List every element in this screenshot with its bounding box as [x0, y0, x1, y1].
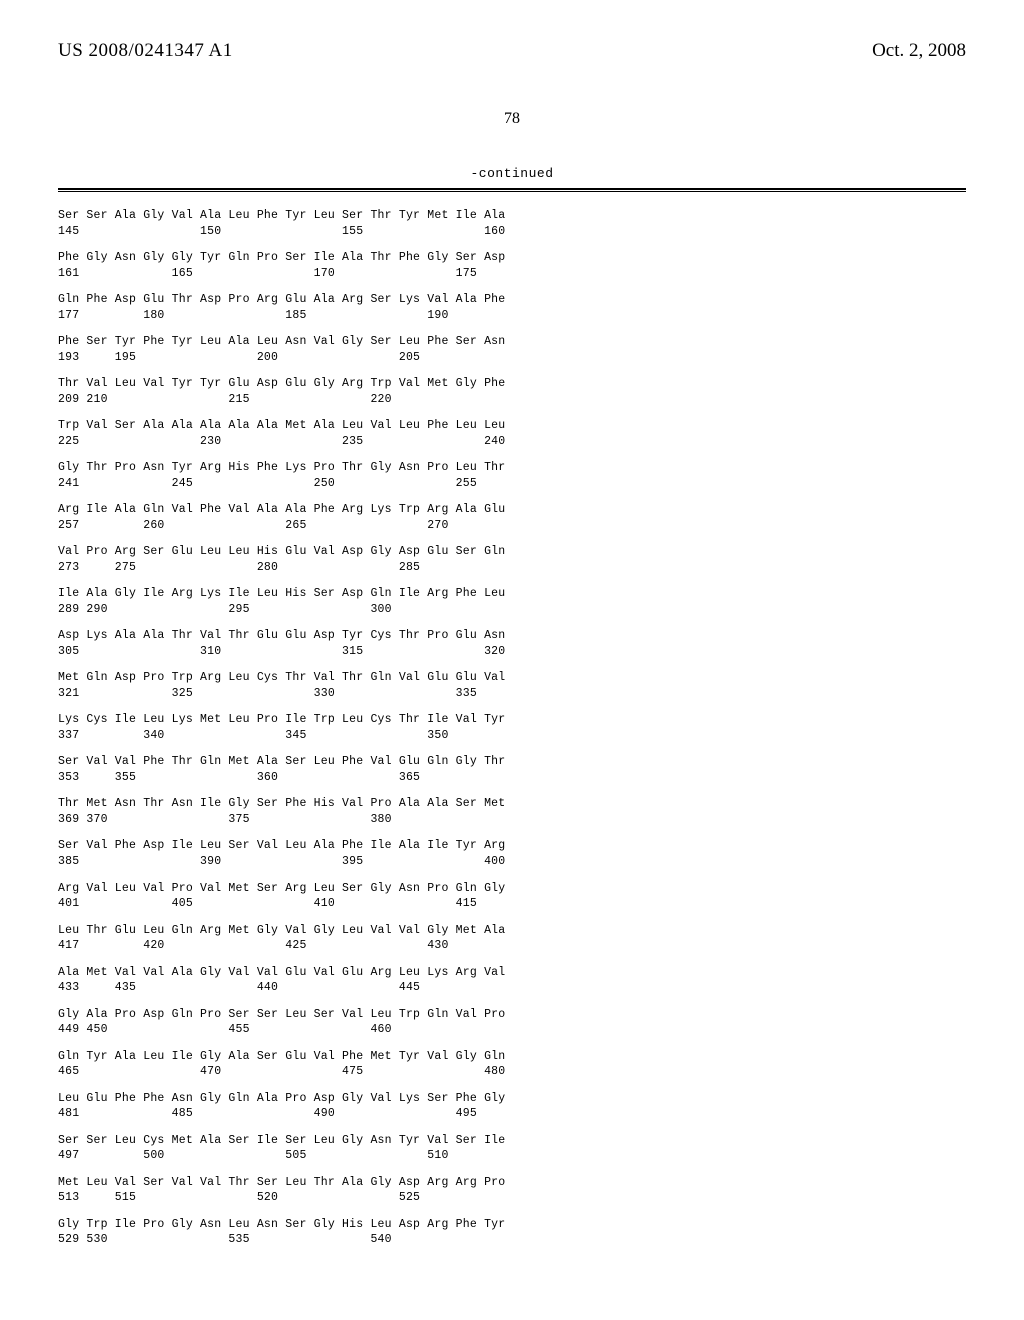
sequence-listing: Ser Ser Ala Gly Val Ala Leu Phe Tyr Leu …	[58, 208, 966, 1248]
sequence-row: Thr Val Leu Val Tyr Tyr Glu Asp Glu Gly …	[58, 376, 966, 407]
sequence-row: Leu Thr Glu Leu Gln Arg Met Gly Val Gly …	[58, 923, 966, 954]
sequence-row: Gln Phe Asp Glu Thr Asp Pro Arg Glu Ala …	[58, 292, 966, 323]
sequence-row: Val Pro Arg Ser Glu Leu Leu His Glu Val …	[58, 544, 966, 575]
sequence-row: Ala Met Val Val Ala Gly Val Val Glu Val …	[58, 965, 966, 996]
divider-top	[58, 188, 966, 190]
page-number: 78	[58, 110, 966, 128]
sequence-row: Phe Ser Tyr Phe Tyr Leu Ala Leu Asn Val …	[58, 334, 966, 365]
sequence-row: Thr Met Asn Thr Asn Ile Gly Ser Phe His …	[58, 796, 966, 827]
sequence-row: Ser Val Val Phe Thr Gln Met Ala Ser Leu …	[58, 754, 966, 785]
sequence-row: Phe Gly Asn Gly Gly Tyr Gln Pro Ser Ile …	[58, 250, 966, 281]
sequence-row: Ser Val Phe Asp Ile Leu Ser Val Leu Ala …	[58, 838, 966, 869]
sequence-row: Leu Glu Phe Phe Asn Gly Gln Ala Pro Asp …	[58, 1091, 966, 1122]
divider-bottom	[58, 191, 966, 192]
sequence-row: Asp Lys Ala Ala Thr Val Thr Glu Glu Asp …	[58, 628, 966, 659]
sequence-row: Gly Thr Pro Asn Tyr Arg His Phe Lys Pro …	[58, 460, 966, 491]
sequence-row: Lys Cys Ile Leu Lys Met Leu Pro Ile Trp …	[58, 712, 966, 743]
continued-label: -continued	[470, 166, 553, 181]
sequence-row: Arg Ile Ala Gln Val Phe Val Ala Ala Phe …	[58, 502, 966, 533]
sequence-row: Gly Trp Ile Pro Gly Asn Leu Asn Ser Gly …	[58, 1217, 966, 1248]
sequence-row: Ser Ser Leu Cys Met Ala Ser Ile Ser Leu …	[58, 1133, 966, 1164]
sequence-row: Trp Val Ser Ala Ala Ala Ala Ala Met Ala …	[58, 418, 966, 449]
sequence-row: Ile Ala Gly Ile Arg Lys Ile Leu His Ser …	[58, 586, 966, 617]
sequence-row: Gln Tyr Ala Leu Ile Gly Ala Ser Glu Val …	[58, 1049, 966, 1080]
patent-number: US 2008/0241347 A1	[58, 40, 233, 62]
sequence-row: Met Leu Val Ser Val Val Thr Ser Leu Thr …	[58, 1175, 966, 1206]
sequence-row: Ser Ser Ala Gly Val Ala Leu Phe Tyr Leu …	[58, 208, 966, 239]
patent-date: Oct. 2, 2008	[872, 40, 966, 62]
sequence-row: Met Gln Asp Pro Trp Arg Leu Cys Thr Val …	[58, 670, 966, 701]
sequence-row: Arg Val Leu Val Pro Val Met Ser Arg Leu …	[58, 881, 966, 912]
sequence-row: Gly Ala Pro Asp Gln Pro Ser Ser Leu Ser …	[58, 1007, 966, 1038]
